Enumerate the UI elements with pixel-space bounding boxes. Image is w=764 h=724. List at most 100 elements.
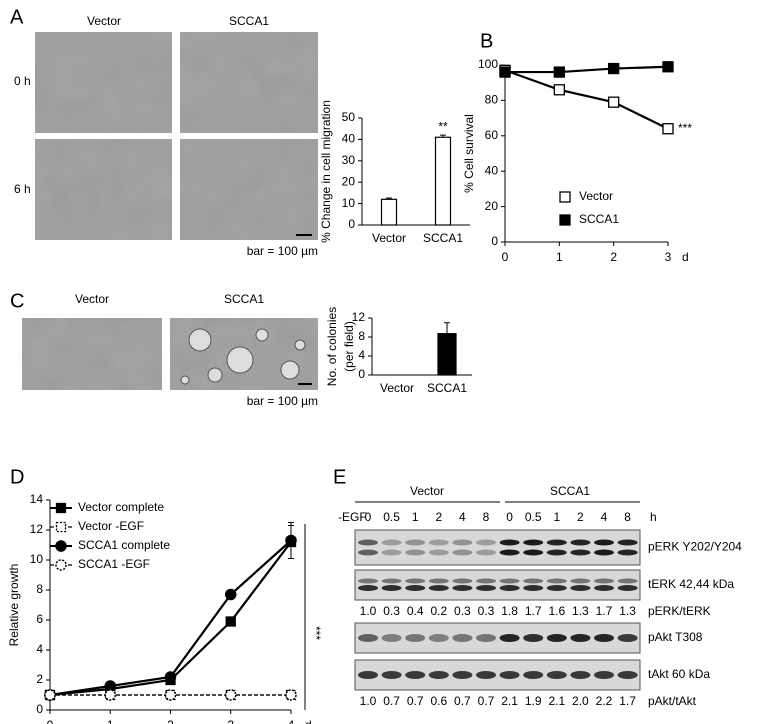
band — [428, 578, 449, 584]
ratio-value: 2.0 — [572, 694, 589, 708]
band — [476, 539, 496, 546]
band — [381, 634, 402, 642]
band — [546, 539, 567, 546]
marker — [104, 689, 116, 701]
band — [570, 585, 591, 591]
band — [405, 549, 426, 556]
lane-label: 0 — [506, 510, 513, 524]
ratio-value: 1.7 — [596, 604, 613, 618]
legend-label: SCCA1 complete — [78, 538, 170, 552]
band — [381, 671, 402, 679]
colony — [207, 367, 223, 383]
band-label: pERK Y202/Y204 — [648, 540, 742, 554]
band — [570, 634, 591, 642]
lane-label: 8 — [483, 510, 490, 524]
group-label: SCCA1 — [550, 484, 590, 498]
band — [499, 578, 520, 584]
y-tick-label: 60 — [485, 128, 499, 142]
legend-label: SCCA1 -EGF — [78, 557, 150, 571]
scale-label: bar = 100 µm — [247, 244, 318, 258]
lane-label: 8 — [624, 510, 631, 524]
band — [452, 585, 473, 591]
band — [428, 634, 449, 642]
y-tick-label: 10 — [342, 196, 356, 210]
y-tick-label: 40 — [485, 163, 499, 177]
band — [358, 634, 378, 642]
x-tick-label: 1 — [556, 250, 563, 264]
band — [476, 578, 496, 584]
panel-label: D — [10, 466, 24, 488]
ratio-value: 0.7 — [454, 694, 471, 708]
series-line — [505, 65, 669, 74]
y-tick-label: 2 — [36, 672, 43, 686]
ratio-value: 0.7 — [383, 694, 400, 708]
y-tick-label: 8 — [36, 582, 43, 596]
lane-label: 4 — [601, 510, 608, 524]
x-unit: d — [305, 718, 312, 724]
lane-label: 2 — [435, 510, 442, 524]
bar — [434, 136, 452, 226]
colony — [280, 360, 300, 380]
y-tick-label: 20 — [342, 174, 356, 188]
band — [476, 585, 496, 591]
legend-marker — [55, 502, 67, 514]
lane-label: 4 — [459, 510, 466, 524]
band-label: pAkt T308 — [648, 630, 703, 644]
legend-label: Vector complete — [78, 500, 164, 514]
cell-layer — [35, 139, 172, 170]
band — [617, 671, 638, 679]
row-label: 0 h — [14, 74, 31, 88]
x-tick-label: 3 — [227, 718, 234, 724]
band — [358, 671, 378, 679]
band — [546, 634, 567, 642]
band — [499, 539, 520, 546]
band — [452, 671, 473, 679]
band — [546, 671, 567, 679]
cell-layer — [180, 32, 318, 63]
band — [617, 539, 638, 546]
ratio-value: 1.7 — [525, 604, 542, 618]
blot-strip — [354, 569, 641, 601]
ratio-label: pAkt/tAkt — [648, 694, 697, 708]
band — [594, 585, 614, 591]
cell-layer — [180, 139, 318, 182]
marker — [662, 123, 674, 135]
legend-marker — [559, 191, 571, 203]
band — [381, 549, 402, 556]
legend-label: SCCA1 — [579, 212, 619, 226]
band — [452, 634, 473, 642]
band — [381, 539, 402, 546]
band — [523, 549, 544, 556]
band — [594, 549, 614, 556]
ratio-value: 0.3 — [454, 604, 471, 618]
ratio-value: 1.0 — [360, 604, 377, 618]
panel-label: E — [333, 466, 346, 488]
column-label: SCCA1 — [229, 14, 269, 28]
legend-marker — [55, 559, 67, 571]
scale-label: bar = 100 µm — [247, 394, 318, 408]
band — [499, 671, 520, 679]
ratio-value: 0.4 — [407, 604, 424, 618]
band — [499, 549, 520, 556]
x-tick-label: SCCA1 — [427, 381, 467, 395]
x-tick-label: 0 — [47, 718, 54, 724]
micrographs — [22, 32, 318, 390]
ratio-value: 1.6 — [548, 604, 565, 618]
significance: *** — [678, 121, 692, 135]
cell-layer — [35, 104, 172, 133]
band — [570, 539, 591, 546]
group-label: Vector — [410, 484, 444, 498]
band — [452, 578, 473, 584]
marker — [285, 689, 297, 701]
colony — [294, 339, 306, 351]
band — [405, 585, 426, 591]
band — [617, 634, 638, 642]
band — [428, 585, 449, 591]
panel-label: B — [480, 30, 493, 52]
y-tick-label: 20 — [485, 199, 499, 213]
y-tick-label: 0 — [358, 367, 365, 381]
ratio-value: 0.2 — [430, 604, 447, 618]
legend-marker — [55, 521, 67, 533]
panel-label: A — [10, 6, 24, 28]
band — [523, 578, 544, 584]
